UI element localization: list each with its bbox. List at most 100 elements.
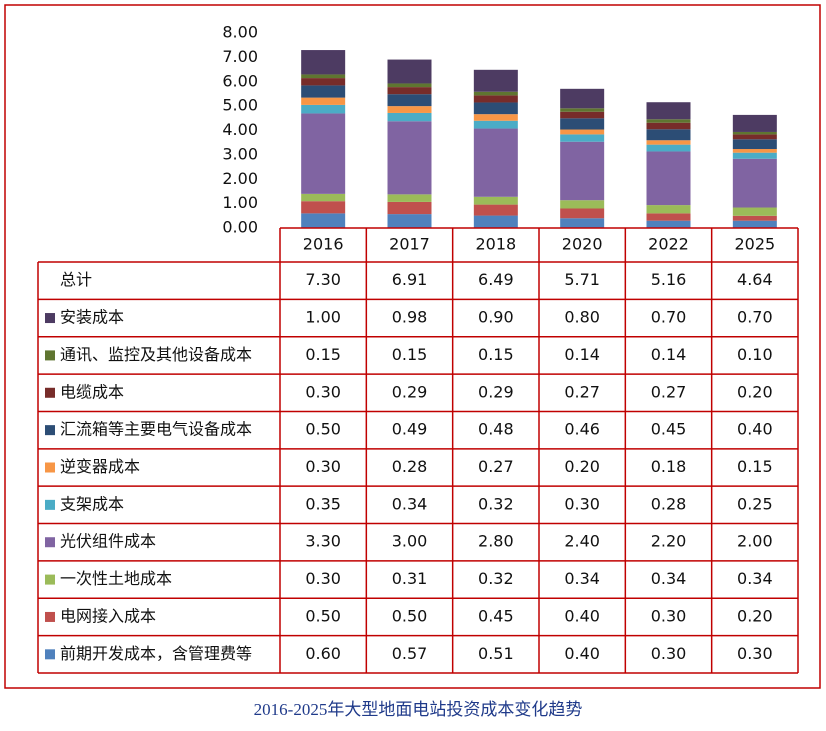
bar-segment — [387, 83, 432, 88]
row-label: 电网接入成本 — [60, 606, 156, 625]
bar-segment — [301, 50, 346, 75]
cell-value: 0.45 — [651, 420, 687, 439]
cell-value: 0.70 — [737, 308, 773, 327]
bar-segment — [646, 144, 691, 152]
cell-value: 0.70 — [651, 308, 687, 327]
bar-segment — [473, 196, 518, 205]
bar-segment — [473, 95, 518, 103]
cell-value: 0.32 — [478, 569, 514, 588]
bar-segment — [301, 113, 346, 194]
legend-swatch — [45, 350, 55, 361]
bar-segment — [387, 121, 432, 195]
cell-value: 0.49 — [392, 420, 428, 439]
y-tick-label: 1.00 — [222, 193, 258, 212]
bar-segment — [473, 102, 518, 115]
cell-value: 0.40 — [564, 606, 600, 625]
bar-segment — [560, 218, 605, 228]
cell-value: 0.15 — [392, 345, 428, 364]
bar-segment — [646, 129, 691, 141]
legend-swatch — [45, 649, 55, 660]
bar-segment — [560, 208, 605, 219]
bar-segment — [387, 112, 432, 122]
cell-value: 0.40 — [564, 644, 600, 663]
bar-segment — [301, 201, 346, 214]
cell-value: 0.29 — [392, 382, 428, 401]
bar-segment — [301, 85, 346, 98]
cell-value: 0.31 — [392, 569, 428, 588]
bar-segment — [387, 214, 432, 228]
cell-value: 0.50 — [305, 606, 341, 625]
column-header: 2018 — [475, 235, 516, 254]
bar-segment — [387, 106, 432, 113]
bar-segment — [732, 131, 777, 135]
cell-value: 0.48 — [478, 420, 514, 439]
cell-value: 0.25 — [737, 494, 773, 513]
column-header: 2016 — [303, 235, 344, 254]
legend-swatch — [45, 537, 55, 548]
bar-segment — [732, 139, 777, 150]
cell-value: 0.90 — [478, 308, 514, 327]
bar-segment — [387, 194, 432, 202]
bar-segment — [560, 118, 605, 130]
bar-segment — [387, 87, 432, 95]
legend-swatch — [45, 387, 55, 398]
column-header: 2020 — [562, 235, 603, 254]
bar-segment — [473, 128, 518, 197]
row-label: 前期开发成本，含管理费等 — [60, 644, 252, 663]
bar-segment — [301, 193, 346, 202]
cell-value: 0.27 — [564, 382, 600, 401]
bar-segment — [560, 88, 605, 109]
bar-segment — [732, 114, 777, 132]
column-header: 2017 — [389, 235, 430, 254]
y-tick-label: 7.00 — [222, 47, 258, 66]
cell-value: 2.40 — [564, 532, 600, 551]
cell-value: 1.00 — [305, 308, 341, 327]
bar-segment — [387, 59, 432, 84]
bar-segment — [646, 151, 691, 206]
bar-segment — [301, 213, 346, 228]
bar-segment — [473, 120, 518, 129]
cell-value: 0.14 — [651, 345, 687, 364]
cell-value: 0.29 — [478, 382, 514, 401]
bar-segment — [473, 69, 518, 92]
bar-segment — [646, 140, 691, 145]
cell-value: 0.10 — [737, 345, 773, 364]
chart-title: 2016-2025年大型地面电站投资成本变化趋势 — [254, 700, 583, 719]
cell-value: 0.28 — [392, 457, 428, 476]
bar-segment — [732, 149, 777, 153]
cell-value: 0.34 — [392, 494, 428, 513]
cell-value: 0.27 — [478, 457, 514, 476]
row-label: 逆变器成本 — [60, 457, 140, 476]
y-tick-label: 6.00 — [222, 71, 258, 90]
row-label: 汇流箱等主要电气设备成本 — [60, 420, 252, 439]
bar-segment — [560, 111, 605, 119]
bar-segment — [732, 215, 777, 221]
y-tick-label: 3.00 — [222, 144, 258, 163]
cell-value: 2.80 — [478, 532, 514, 551]
legend-swatch — [45, 574, 55, 585]
y-tick-label: 4.00 — [222, 120, 258, 139]
cell-value: 6.91 — [392, 270, 428, 289]
cell-value: 0.14 — [564, 345, 600, 364]
cell-value: 0.18 — [651, 457, 687, 476]
cell-value: 0.34 — [737, 569, 773, 588]
cell-value: 4.64 — [737, 270, 773, 289]
cell-value: 0.15 — [478, 345, 514, 364]
cell-value: 6.49 — [478, 270, 514, 289]
row-label: 安装成本 — [60, 308, 124, 327]
frame — [4, 4, 821, 689]
cell-value: 0.30 — [564, 494, 600, 513]
legend-swatch — [45, 462, 55, 473]
cell-value: 0.80 — [564, 308, 600, 327]
bar-segment — [646, 102, 691, 120]
row-label: 通讯、监控及其他设备成本 — [60, 345, 252, 364]
y-tick-label: 8.00 — [222, 23, 258, 42]
cell-value: 5.16 — [651, 270, 687, 289]
bar-segment — [646, 119, 691, 123]
bar-segment — [560, 141, 605, 201]
cell-value: 0.30 — [651, 644, 687, 663]
bar-segment — [732, 152, 777, 159]
cell-value: 0.30 — [737, 644, 773, 663]
bar-segment — [473, 204, 518, 216]
bar-segment — [732, 158, 777, 208]
